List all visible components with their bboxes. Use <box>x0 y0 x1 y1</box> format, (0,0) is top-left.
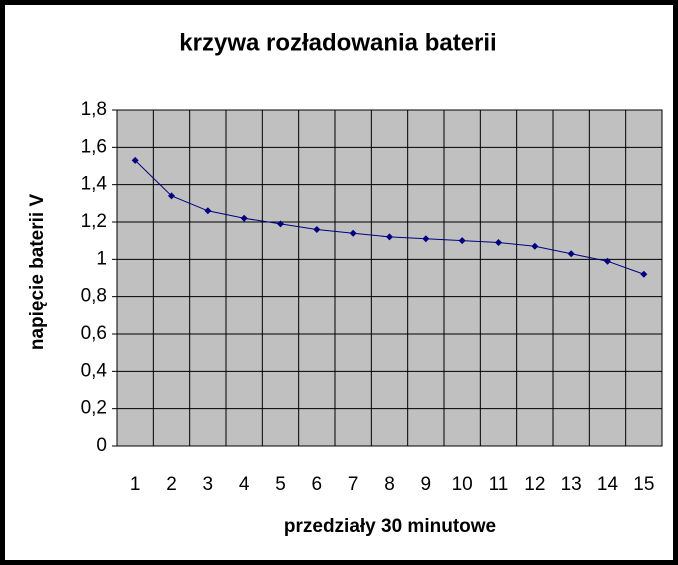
x-tick-label: 2 <box>166 474 177 495</box>
data-point <box>422 235 430 243</box>
x-tick-label: 13 <box>561 474 582 495</box>
x-tick-label: 3 <box>203 474 214 495</box>
data-point <box>313 225 321 233</box>
x-tick-label: 12 <box>524 474 545 495</box>
y-tick-label: 1,4 <box>81 174 108 195</box>
y-axis-title: napięcie baterii V <box>27 194 48 351</box>
data-point <box>567 250 575 258</box>
x-tick-label: 10 <box>452 474 473 495</box>
x-tick-label: 9 <box>421 474 432 495</box>
y-tick-label: 1,2 <box>81 211 107 232</box>
x-tick-label: 6 <box>312 474 323 495</box>
y-tick-label: 0,8 <box>81 286 107 307</box>
y-tick-label: 1,6 <box>81 136 107 157</box>
x-tick-label: 15 <box>633 474 654 495</box>
data-point <box>458 237 466 245</box>
plot-border <box>116 109 663 447</box>
x-tick-label: 11 <box>489 474 509 495</box>
y-tick-label: 1 <box>96 248 107 269</box>
data-point <box>604 257 611 265</box>
y-tick-label: 1,8 <box>81 99 107 120</box>
plot-area: 00,20,40,60,811,21,41,61,81 2 3 4 5 6 7 8 9 10 11 1… <box>81 99 663 495</box>
y-tick-label: 0 <box>96 435 107 456</box>
y-tick-label: 0,2 <box>81 398 107 419</box>
x-axis-title: przedziały 30 minutowe <box>284 516 496 537</box>
x-tick-label: 1 <box>130 474 141 495</box>
x-tick-label: 14 <box>597 474 619 495</box>
chart-title: krzywa rozładowania baterii <box>179 29 496 56</box>
data-point <box>640 270 648 278</box>
data-point <box>531 242 539 250</box>
plot-background <box>117 110 662 446</box>
data-point <box>240 214 248 222</box>
data-point <box>495 239 502 247</box>
x-tick-label: 8 <box>384 474 395 495</box>
data-point <box>277 220 284 228</box>
data-point <box>386 233 393 241</box>
y-tick-label: 0,6 <box>81 323 107 344</box>
y-tick-label: 0,4 <box>81 360 108 381</box>
x-tick-label: 7 <box>348 474 359 495</box>
data-point <box>168 192 175 200</box>
data-point <box>131 156 139 164</box>
x-tick-label: 4 <box>239 474 250 495</box>
data-point <box>204 207 212 215</box>
data-point <box>349 229 357 237</box>
x-tick-label: 5 <box>275 474 286 495</box>
